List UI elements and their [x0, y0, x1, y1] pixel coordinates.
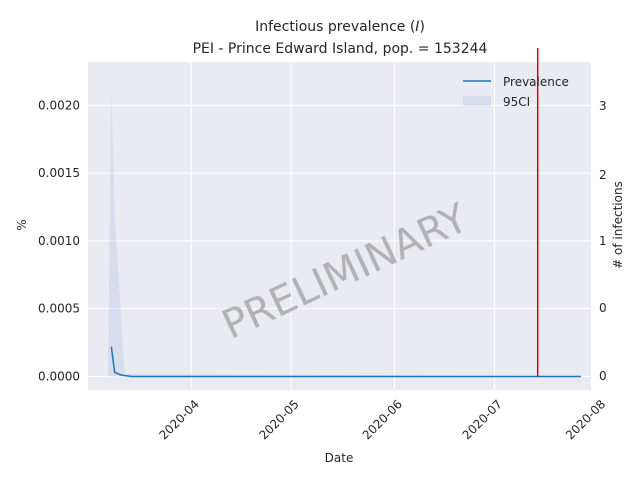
- right-tick-labels: 0 0 1 2 3: [599, 99, 607, 383]
- y-axis-label: %: [15, 219, 29, 230]
- y-tick-label: 0.0020: [38, 98, 80, 112]
- right-tick-label: 0: [599, 369, 607, 383]
- right-tick-label: 0: [599, 301, 607, 315]
- y-tick-label: 0.0000: [38, 369, 80, 383]
- legend-prevalence-label: Prevalence: [503, 75, 569, 89]
- prevalence-line: [110, 346, 582, 378]
- x-tick-label: 2020-07: [460, 397, 505, 442]
- y-tick-labels: 0.0000 0.0005 0.0010 0.0015 0.0020: [38, 98, 80, 383]
- x-axis-label: Date: [325, 451, 354, 465]
- legend-ci-swatch: [463, 96, 491, 106]
- right-tick-label: 2: [599, 168, 607, 182]
- x-tick-label: 2020-08: [563, 397, 608, 442]
- x-tick-labels: 2020-04 2020-05 2020-06 2020-07 2020-08: [157, 397, 609, 442]
- chart-title-line1: Infectious prevalence (I): [255, 19, 425, 35]
- right-y-axis-label: # of infections: [611, 181, 625, 269]
- right-tick-label: 1: [599, 234, 607, 248]
- gridlines: [88, 62, 599, 390]
- x-tick-label: 2020-04: [157, 397, 202, 442]
- chart-title-line2: PEI - Prince Edward Island, pop. = 15324…: [193, 41, 488, 57]
- y-tick-label: 0.0015: [38, 166, 80, 180]
- x-tick-label: 2020-05: [256, 397, 301, 442]
- plot-area: [88, 62, 591, 390]
- right-tick-label: 3: [599, 99, 607, 113]
- x-tick-label: 2020-06: [360, 397, 405, 442]
- legend-ci-label: 95CI: [503, 95, 530, 109]
- y-tick-label: 0.0010: [38, 234, 80, 248]
- legend: Prevalence 95CI: [463, 75, 569, 109]
- y-tick-label: 0.0005: [38, 302, 80, 316]
